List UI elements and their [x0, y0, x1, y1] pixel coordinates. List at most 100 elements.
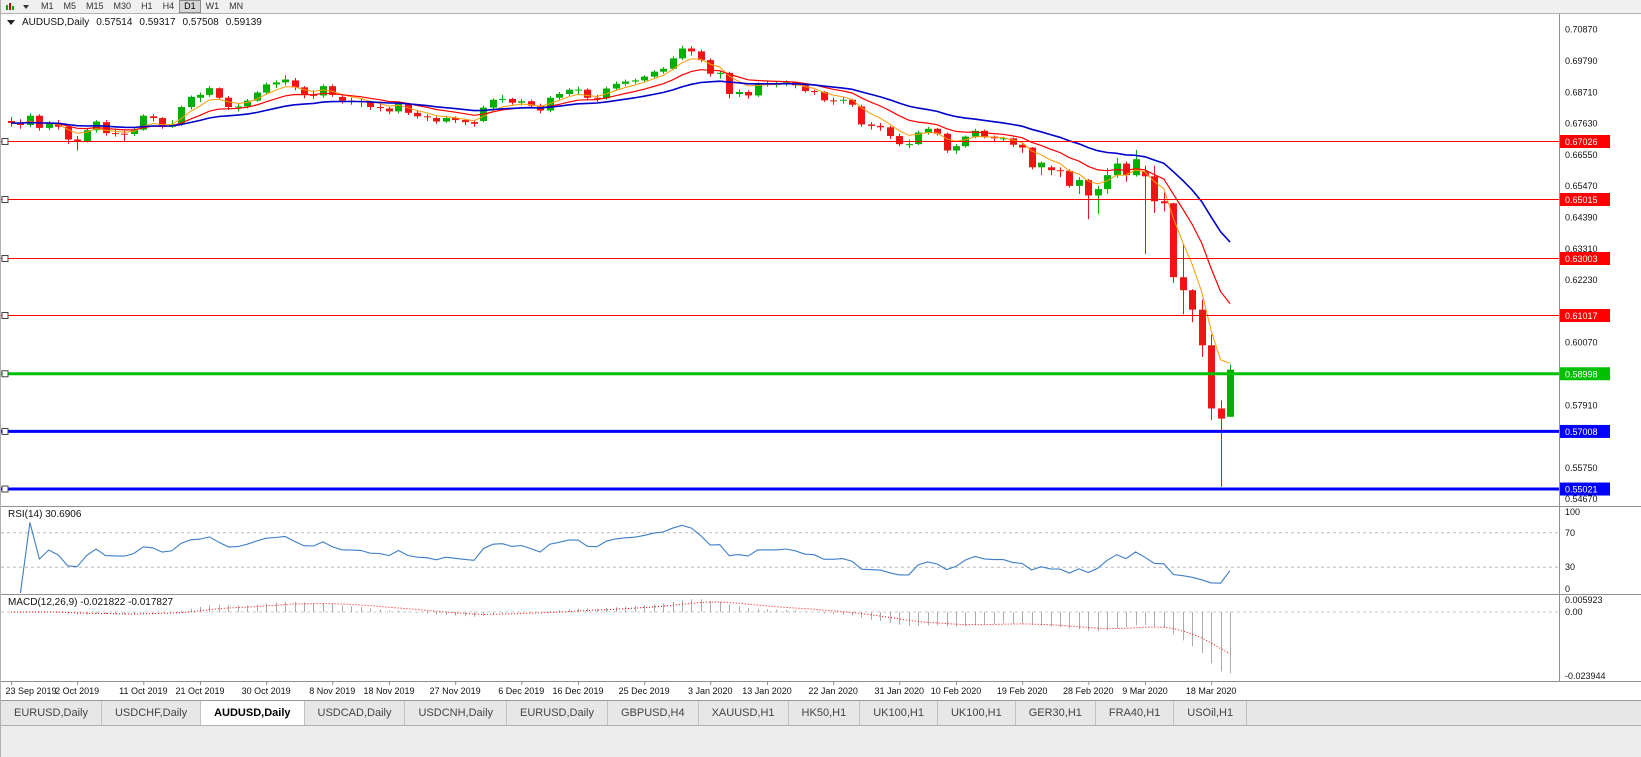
chart-canvas[interactable]: 0.67026 0.65015 0.63003 0.61017 0.58998 0.570…	[1, 14, 1641, 700]
svg-text:0.54670: 0.54670	[1565, 494, 1598, 504]
hline-handle[interactable]	[1, 255, 9, 262]
hline-handle[interactable]	[1, 312, 9, 319]
macd-label: MACD(12,26,9) -0.021822 -0.017827	[8, 597, 174, 608]
price-line-badge	[1560, 424, 1610, 438]
timeframe-button-m5[interactable]: M5	[63, 1, 77, 11]
legend-close: 0.59139	[225, 17, 262, 28]
chart-tab-fra40-h1[interactable]: FRA40,H1	[1095, 701, 1175, 725]
svg-text:0.57008: 0.57008	[1565, 427, 1598, 437]
svg-text:11 Oct 2019: 11 Oct 2019	[119, 686, 167, 696]
timeframe-button-h1[interactable]: H1	[141, 1, 153, 11]
timeframe-button-m30[interactable]: M30	[113, 1, 132, 11]
chart-tab-usdchf-daily[interactable]: USDCHF,Daily	[101, 701, 202, 725]
svg-text:0.00: 0.00	[1565, 607, 1583, 617]
chart-tab-xauusd-h1[interactable]: XAUUSD,H1	[698, 701, 789, 725]
timeframe-button-h4[interactable]: H4	[162, 1, 175, 11]
timeframe-button-mn[interactable]: MN	[229, 1, 244, 11]
chart-legend: AUDUSD,Daily 0.57514 0.59317 0.57508 0.5…	[7, 17, 269, 28]
timeframe-buttons: M1 M5 M15 M30 H1 H4 D1 W1 MN	[36, 0, 248, 13]
timeframe-button-w1[interactable]: W1	[205, 1, 220, 11]
macd-pane: 0.005923 0.00 -0.023944	[1, 595, 1606, 681]
svg-text:70: 70	[1565, 528, 1575, 538]
chart-tab-hk50-h1[interactable]: HK50,H1	[788, 701, 861, 725]
moving-average-line	[10, 80, 1231, 243]
svg-text:27 Nov 2019: 27 Nov 2019	[430, 686, 481, 696]
svg-text:0.67630: 0.67630	[1565, 119, 1598, 129]
svg-text:0.68710: 0.68710	[1565, 87, 1598, 97]
svg-text:8 Nov 2019: 8 Nov 2019	[309, 686, 355, 696]
svg-text:30: 30	[1565, 562, 1575, 572]
svg-text:0.69790: 0.69790	[1565, 56, 1598, 66]
hline-handle[interactable]	[1, 196, 9, 203]
svg-text:19 Feb 2020: 19 Feb 2020	[997, 686, 1048, 696]
svg-text:28 Feb 2020: 28 Feb 2020	[1063, 686, 1114, 696]
svg-text:21 Oct 2019: 21 Oct 2019	[175, 686, 224, 696]
timeframe-button-m15[interactable]: M15	[86, 1, 104, 11]
svg-text:0.64390: 0.64390	[1565, 212, 1598, 222]
candlestick-series	[8, 45, 1234, 487]
chart-tab-eurusd-daily[interactable]: EURUSD,Daily	[507, 701, 608, 725]
chart-tab-usoil-h1[interactable]: USOil,H1	[1174, 701, 1248, 725]
moving-average-line	[10, 58, 1231, 364]
svg-text:9 Mar 2020: 9 Mar 2020	[1122, 686, 1168, 696]
svg-text:0.58998: 0.58998	[1565, 369, 1598, 379]
svg-text:18 Nov 2019: 18 Nov 2019	[363, 686, 414, 696]
timeframe-button-d1[interactable]: D1	[179, 0, 201, 13]
svg-text:10 Feb 2020: 10 Feb 2020	[931, 686, 982, 696]
chart-tab-eurusd-daily[interactable]: EURUSD,Daily	[1, 701, 102, 725]
hline-handle[interactable]	[1, 485, 9, 493]
chart-tab-uk100-h1[interactable]: UK100,H1	[937, 701, 1016, 725]
svg-text:0.65470: 0.65470	[1565, 181, 1598, 191]
chart-tab-gbpusd-h4[interactable]: GBPUSD,H4	[608, 701, 699, 725]
svg-text:0.63310: 0.63310	[1565, 244, 1598, 254]
svg-text:13 Jan 2020: 13 Jan 2020	[742, 686, 792, 696]
svg-text:-0.023944: -0.023944	[1565, 671, 1606, 681]
chart-icon[interactable]	[4, 1, 17, 12]
svg-text:0.67026: 0.67026	[1565, 137, 1598, 147]
chart-tab-uk100-h1[interactable]: UK100,H1	[860, 701, 938, 725]
rsi-line	[19, 522, 1231, 594]
timeframe-toolbar: M1 M5 M15 M30 H1 H4 D1 W1 MN	[1, 0, 1641, 14]
svg-text:0.70870: 0.70870	[1565, 25, 1598, 35]
svg-text:0.55750: 0.55750	[1565, 463, 1598, 473]
rsi-pane: 100 70 30 0	[1, 507, 1580, 594]
svg-text:0.61017: 0.61017	[1565, 311, 1598, 321]
status-bar	[1, 725, 1641, 757]
price-line-badge	[1560, 193, 1610, 206]
svg-text:2 Oct 2019: 2 Oct 2019	[55, 686, 99, 696]
price-line-badge	[1560, 367, 1610, 381]
price-axis[interactable]: 0.70870 0.69790 0.68710 0.67630 0.66550 0.654…	[1565, 25, 1598, 505]
price-line-badge	[1560, 252, 1610, 265]
legend-low: 0.57508	[182, 17, 219, 28]
dropdown-icon[interactable]	[20, 1, 33, 12]
legend-open: 0.57514	[96, 17, 133, 28]
hline-handle[interactable]	[1, 370, 9, 378]
hline-handle[interactable]	[1, 138, 9, 145]
chart-tab-audusd-daily[interactable]: AUDUSD,Daily	[201, 701, 305, 725]
chart-tab-bar: EURUSD,Daily USDCHF,Daily AUDUSD,Daily USDC…	[1, 700, 1641, 725]
chart-tab-ger30-h1[interactable]: GER30,H1	[1015, 701, 1096, 725]
svg-text:0.005923: 0.005923	[1565, 595, 1603, 605]
svg-text:0.60070: 0.60070	[1565, 338, 1598, 348]
chart-window: 0.67026 0.65015 0.63003 0.61017 0.58998 0.570…	[1, 14, 1641, 700]
svg-text:30 Oct 2019: 30 Oct 2019	[242, 686, 291, 696]
svg-text:16 Dec 2019: 16 Dec 2019	[552, 686, 603, 696]
chart-tab-usdcad-daily[interactable]: USDCAD,Daily	[304, 701, 406, 725]
price-line-badge	[1560, 135, 1610, 148]
svg-text:0.66550: 0.66550	[1565, 150, 1598, 160]
svg-text:0.57910: 0.57910	[1565, 400, 1598, 410]
svg-text:6 Dec 2019: 6 Dec 2019	[498, 686, 544, 696]
legend-marker-icon	[7, 20, 15, 25]
rsi-label: RSI(14) 30.6906	[8, 509, 82, 520]
chart-tab-usdcnh-daily[interactable]: USDCNH,Daily	[405, 701, 508, 725]
legend-symbol: AUDUSD,Daily	[22, 17, 90, 28]
svg-text:0.55021: 0.55021	[1565, 485, 1598, 495]
svg-text:3 Jan 2020: 3 Jan 2020	[688, 686, 733, 696]
timeframe-button-m1[interactable]: M1	[41, 1, 54, 11]
svg-text:25 Dec 2019: 25 Dec 2019	[619, 686, 670, 696]
hline-handle[interactable]	[1, 427, 9, 435]
svg-text:0.65015: 0.65015	[1565, 195, 1598, 205]
svg-text:31 Jan 2020: 31 Jan 2020	[875, 686, 925, 696]
